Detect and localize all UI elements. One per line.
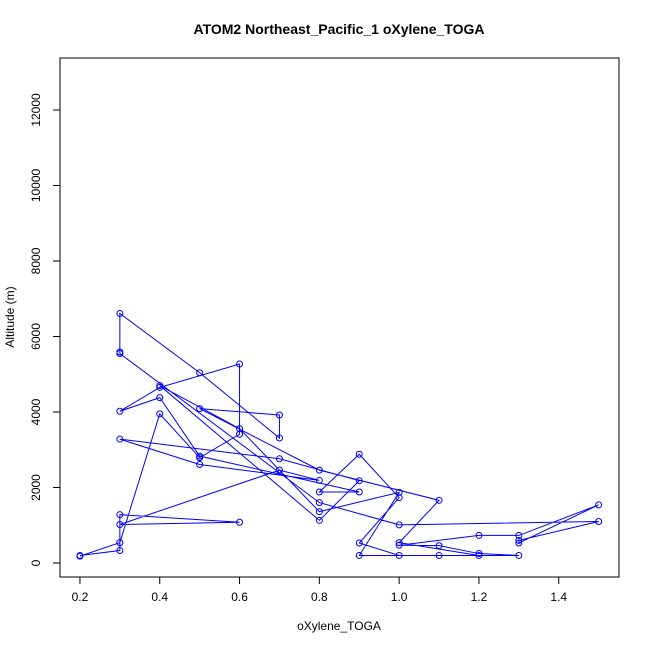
y-tick-label: 10000: [29, 168, 43, 202]
x-tick-label: 1.4: [550, 590, 567, 604]
point: [156, 394, 164, 402]
point: [116, 547, 124, 555]
point: [275, 455, 283, 463]
point: [315, 466, 323, 474]
point: [395, 488, 403, 496]
point: [315, 508, 323, 516]
point: [515, 539, 523, 547]
y-tick-label: 6000: [29, 323, 43, 350]
point: [196, 460, 204, 468]
point: [355, 488, 363, 496]
point: [475, 531, 483, 539]
point: [116, 511, 124, 519]
point: [275, 466, 283, 474]
x-tick-label: 0.8: [311, 590, 328, 604]
point: [315, 499, 323, 507]
point: [236, 518, 244, 526]
point: [156, 410, 164, 418]
y-tick-label: 12000: [29, 93, 43, 127]
y-tick-label: 4000: [29, 398, 43, 425]
x-tick-label: 0.6: [231, 590, 248, 604]
point: [315, 488, 323, 496]
chart-title: ATOM2 Northeast_Pacific_1 oXylene_TOGA: [194, 21, 485, 37]
x-tick-label: 0.4: [151, 590, 168, 604]
point: [116, 435, 124, 443]
point: [156, 382, 164, 390]
y-tick-label: 0: [29, 559, 43, 566]
point: [435, 542, 443, 550]
point: [355, 551, 363, 559]
point: [196, 405, 204, 413]
point: [515, 531, 523, 539]
y-tick-label: 2000: [29, 474, 43, 501]
x-axis-label: oXylene_TOGA: [297, 619, 381, 633]
point: [236, 360, 244, 368]
y-tick-label: 8000: [29, 247, 43, 274]
point: [315, 516, 323, 524]
x-tick-label: 1.2: [471, 590, 488, 604]
point: [395, 551, 403, 559]
point: [475, 551, 483, 559]
point: [196, 452, 204, 460]
point: [435, 496, 443, 504]
point: [275, 411, 283, 419]
point: [395, 541, 403, 549]
point: [116, 539, 124, 547]
point: [116, 348, 124, 356]
series-line: [79, 312, 599, 557]
point: [196, 369, 204, 377]
point: [355, 477, 363, 485]
point: [435, 551, 443, 559]
point: [116, 309, 124, 317]
point: [475, 550, 483, 558]
point: [156, 383, 164, 391]
point: [595, 501, 603, 509]
point: [595, 517, 603, 525]
point: [275, 434, 283, 442]
x-tick-label: 1.0: [391, 590, 408, 604]
point: [515, 536, 523, 544]
y-axis-label: Altitude (m): [3, 286, 17, 347]
plot-frame: [59, 57, 620, 578]
point: [236, 425, 244, 433]
x-tick-label: 0.2: [72, 590, 89, 604]
point: [116, 407, 124, 415]
point: [515, 551, 523, 559]
point: [395, 521, 403, 529]
point: [355, 450, 363, 458]
point: [395, 494, 403, 502]
point: [315, 476, 323, 484]
point: [395, 539, 403, 547]
point: [355, 539, 363, 547]
point: [116, 520, 124, 528]
point: [76, 551, 84, 559]
